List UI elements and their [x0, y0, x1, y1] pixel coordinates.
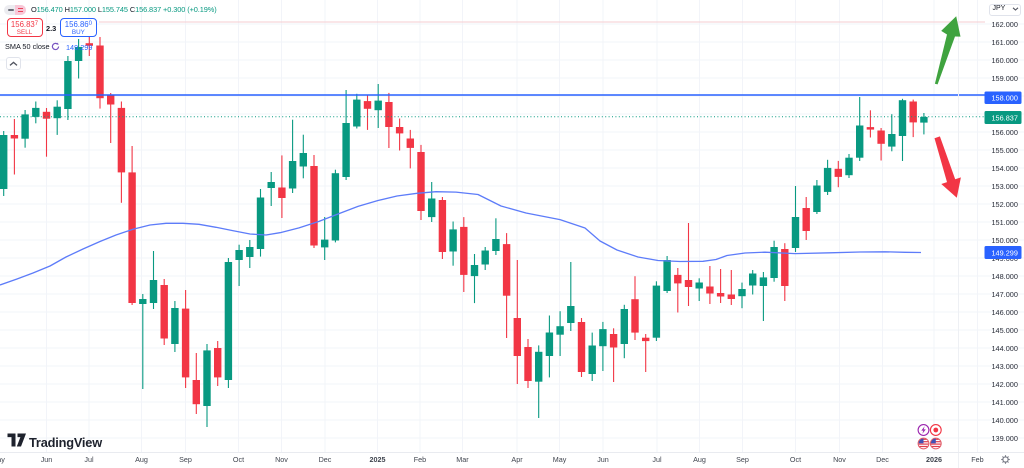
svg-text:Sep: Sep [736, 455, 749, 464]
svg-text:Dec: Dec [319, 455, 332, 464]
svg-text:149.299: 149.299 [992, 248, 1018, 257]
svg-text:141.000: 141.000 [992, 398, 1018, 407]
svg-text:158.000: 158.000 [992, 94, 1018, 103]
svg-text:156.000: 156.000 [992, 128, 1018, 137]
svg-text:Dec: Dec [876, 455, 889, 464]
svg-text:Jul: Jul [84, 455, 94, 464]
svg-text:Mar: Mar [456, 455, 469, 464]
svg-text:151.000: 151.000 [992, 218, 1018, 227]
svg-text:Sep: Sep [179, 455, 192, 464]
svg-text:144.000: 144.000 [992, 344, 1018, 353]
svg-text:Jun: Jun [41, 455, 53, 464]
svg-text:Oct: Oct [233, 455, 244, 464]
svg-text:Apr: Apr [511, 455, 523, 464]
svg-text:Nov: Nov [833, 455, 846, 464]
svg-text:2025: 2025 [370, 455, 386, 464]
svg-text:156.837: 156.837 [992, 113, 1018, 122]
svg-text:143.000: 143.000 [992, 362, 1018, 371]
svg-text:147.000: 147.000 [992, 290, 1018, 299]
svg-text:153.000: 153.000 [992, 182, 1018, 191]
svg-text:Aug: Aug [693, 455, 706, 464]
svg-text:150.000: 150.000 [992, 236, 1018, 245]
svg-text:Oct: Oct [790, 455, 801, 464]
svg-text:142.000: 142.000 [992, 380, 1018, 389]
svg-text:155.000: 155.000 [992, 146, 1018, 155]
svg-text:TradingView: TradingView [29, 435, 102, 450]
svg-text:Jun: Jun [597, 455, 609, 464]
svg-text:161.000: 161.000 [992, 38, 1018, 47]
svg-text:159.000: 159.000 [992, 74, 1018, 83]
svg-text:Nov: Nov [275, 455, 288, 464]
svg-text:146.000: 146.000 [992, 308, 1018, 317]
svg-text:160.000: 160.000 [992, 56, 1018, 65]
svg-text:May: May [0, 455, 5, 464]
svg-text:152.000: 152.000 [992, 200, 1018, 209]
svg-text:2026: 2026 [926, 455, 942, 464]
svg-text:Feb: Feb [971, 455, 983, 464]
svg-text:145.000: 145.000 [992, 326, 1018, 335]
svg-text:Jul: Jul [652, 455, 662, 464]
svg-text:Feb: Feb [414, 455, 426, 464]
svg-text:Aug: Aug [135, 455, 148, 464]
svg-text:154.000: 154.000 [992, 164, 1018, 173]
svg-text:139.000: 139.000 [992, 434, 1018, 443]
svg-text:May: May [553, 455, 567, 464]
svg-text:162.000: 162.000 [992, 20, 1018, 29]
svg-text:148.000: 148.000 [992, 272, 1018, 281]
svg-text:140.000: 140.000 [992, 416, 1018, 425]
